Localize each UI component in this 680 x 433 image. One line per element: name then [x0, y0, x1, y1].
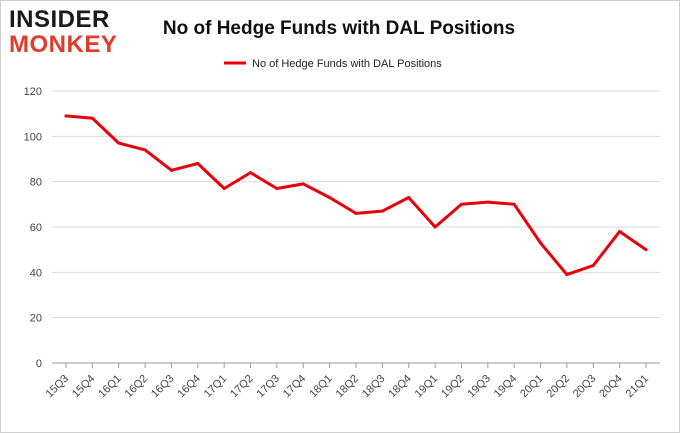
data-point [512, 202, 516, 206]
data-point [591, 264, 595, 268]
data-point [249, 171, 253, 175]
y-tick-label: 40 [30, 267, 42, 279]
legend: No of Hedge Funds with DAL Positions [224, 58, 442, 70]
data-point [486, 200, 490, 204]
y-axis: 0 20 40 60 80 100 120 [24, 86, 42, 370]
data-point [565, 273, 569, 277]
logo-line1: INSIDER [9, 6, 110, 33]
data-point [169, 168, 173, 172]
y-tick-label: 100 [24, 131, 42, 143]
data-point [196, 162, 200, 166]
data-point [64, 114, 68, 118]
y-tick-label: 0 [36, 358, 42, 370]
y-tick-label: 20 [30, 313, 42, 325]
data-point [644, 248, 648, 252]
data-point [459, 202, 463, 206]
insider-monkey-logo: INSIDER MONKEY [9, 6, 117, 58]
y-tick-label: 80 [30, 177, 42, 189]
data-point [90, 116, 94, 120]
data-point [275, 186, 279, 190]
data-point [407, 196, 411, 200]
data-point [117, 141, 121, 145]
data-point [539, 241, 543, 245]
gridlines [52, 90, 660, 364]
y-tick-label: 120 [24, 86, 42, 98]
y-tick-label: 60 [30, 222, 42, 234]
data-point [328, 196, 332, 200]
data-point [618, 230, 622, 234]
series-layer [64, 114, 648, 277]
chart-title: No of Hedge Funds with DAL Positions [163, 18, 515, 39]
legend-label: No of Hedge Funds with DAL Positions [252, 58, 442, 70]
data-point [143, 148, 147, 152]
data-point [380, 209, 384, 213]
logo-line2: MONKEY [9, 31, 117, 58]
data-point [354, 211, 358, 215]
data-point [222, 186, 226, 190]
data-point [433, 225, 437, 229]
data-point [301, 182, 305, 186]
